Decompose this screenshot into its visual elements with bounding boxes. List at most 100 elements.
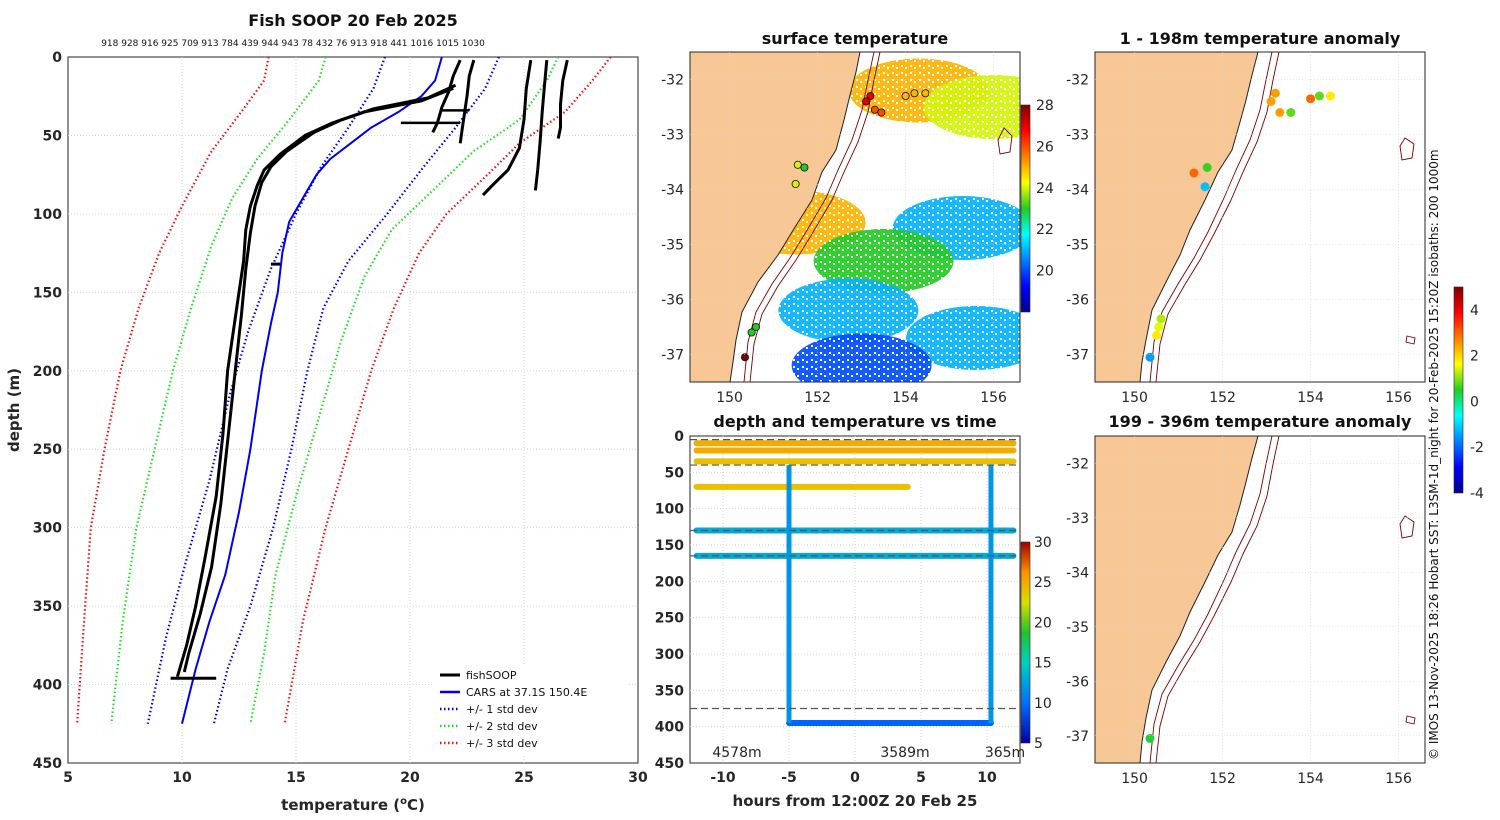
legend-label-cars: CARS at 37.1S 150.4E	[466, 686, 587, 699]
sst-colorbar-tick: 28	[1036, 98, 1054, 114]
profile-xtick: 20	[400, 770, 420, 786]
profile-ytick: 350	[33, 599, 62, 615]
anomaly-colorbar-tick: -4	[1470, 486, 1484, 502]
anomaly-deep-seamount-2	[1405, 715, 1416, 725]
sst-station-marker	[910, 89, 919, 98]
sst-map-title: surface temperature	[762, 29, 949, 48]
anomaly-colorbar-tick: 0	[1470, 394, 1479, 410]
profile-ytick: 400	[33, 678, 62, 694]
map-xtick: 152	[1209, 771, 1236, 787]
profile-ytick: 0	[52, 50, 62, 66]
profile-ylabel: depth (m)	[5, 368, 23, 452]
anomaly-deep-map	[1095, 436, 1425, 763]
time-xtick: -10	[710, 770, 736, 786]
sst-map-field	[690, 52, 1020, 382]
time-title: depth and temperature vs time	[713, 412, 996, 431]
anomaly-shallow-marker	[1189, 168, 1199, 178]
sst-isobath-1000	[749, 52, 881, 382]
profile-xlabel: temperature (oC)	[281, 796, 425, 814]
map-ytick: -32	[661, 73, 684, 89]
sst-station-marker	[752, 322, 761, 331]
sst-colorbar-tick: 22	[1036, 222, 1054, 238]
time-xtick: 5	[916, 770, 926, 786]
profile-series-line	[458, 59, 476, 144]
time-ytick: 450	[655, 756, 684, 772]
time-colorbar-tick: 30	[1034, 535, 1052, 551]
time-ytick: 400	[655, 720, 684, 736]
map-ytick: -34	[1066, 183, 1089, 199]
map-xtick: 152	[804, 390, 831, 406]
anomaly-shallow-marker	[1306, 94, 1316, 104]
map-ytick: -35	[661, 238, 684, 254]
profile-series-line	[110, 57, 327, 724]
time-bottom-label-3: 365m	[985, 745, 1025, 761]
anomaly-deep-ticks: 150 152 154 156 -32 -33 -34 -35 -36 -37	[1066, 436, 1425, 787]
profile-series-line	[283, 57, 612, 724]
profile-xtick: 25	[514, 770, 533, 786]
profile-xtick: 15	[286, 770, 305, 786]
sst-colorbar	[1020, 104, 1031, 313]
map-ytick: -37	[1066, 348, 1089, 364]
profile-grid	[68, 57, 638, 763]
legend-box	[432, 664, 628, 756]
time-grid	[690, 436, 1020, 763]
map-xtick: 156	[1385, 390, 1412, 406]
profile-panel: Fish SOOP 20 Feb 2025 918 928 916 925 70…	[5, 11, 648, 814]
profile-series-line	[431, 59, 462, 133]
anomaly-shallow-marker	[1152, 330, 1162, 340]
anomaly-shallow-seamount-2	[1405, 335, 1416, 345]
profile-axes-box	[67, 56, 639, 764]
profile-series-line	[182, 83, 457, 673]
sst-isobath-200	[743, 52, 875, 382]
anomaly-shallow-marker	[1200, 182, 1210, 192]
profile-ytick: 450	[33, 756, 62, 772]
time-tracks	[690, 439, 1020, 727]
map-ytick: -37	[1066, 729, 1089, 745]
time-xtick: 10	[977, 770, 997, 786]
anomaly-deep-seamount	[1399, 515, 1415, 539]
sst-station-marker	[793, 160, 802, 169]
time-ytick: 100	[655, 502, 684, 518]
map-ytick: -36	[1066, 293, 1089, 309]
time-ytick: 350	[655, 683, 684, 699]
map-xtick: 150	[1121, 771, 1148, 787]
sst-station-marker	[901, 92, 910, 101]
sst-seamount-outline	[997, 127, 1013, 155]
profile-ytick: 300	[33, 521, 62, 537]
anomaly-shallow-marker	[1202, 163, 1212, 172]
time-ytick: 150	[655, 538, 684, 554]
sst-stations	[741, 89, 930, 362]
sst-station-marker	[791, 179, 800, 188]
time-xtick: 0	[850, 770, 860, 786]
anomaly-shallow-title: 1 - 198m temperature anomaly	[1120, 29, 1401, 48]
time-colorbar-ticks: 5 10 15 20 25 30	[1034, 535, 1052, 752]
anomaly-shallow-marker	[1314, 91, 1324, 101]
time-colorbar-tick: 15	[1034, 656, 1052, 672]
time-panel: depth and temperature vs time -10 -5 0 5 100…	[655, 412, 1052, 810]
profile-ytick: 200	[33, 364, 62, 380]
anomaly-shallow-panel: 1 - 198m temperature anomaly 150 152 154 15…	[1066, 29, 1426, 406]
profile-ytick: 100	[33, 207, 62, 223]
map-xtick: 152	[1209, 390, 1236, 406]
sst-station-marker	[862, 97, 871, 106]
time-xlabel: hours from 12:00Z 20 Feb 25	[733, 792, 978, 810]
anomaly-shallow-marker	[1286, 108, 1296, 117]
profile-series-line	[146, 57, 386, 725]
anomaly-shallow-seamount	[1399, 137, 1415, 161]
profile-series-line	[481, 59, 533, 197]
side-note: © IMOS 13-Nov-2025 18:26 Hobart SST: L3S…	[1427, 149, 1441, 760]
anomaly-colorbar-tick: -2	[1470, 440, 1484, 456]
anomaly-deep-marker	[1145, 733, 1155, 743]
map-ytick: -35	[1066, 238, 1089, 254]
legend-label-2std: +/- 2 std dev	[466, 720, 538, 733]
sst-colorbar-ticks: 20 22 24 26 28	[1036, 98, 1054, 280]
anomaly-shallow-points	[1145, 88, 1335, 362]
map-ytick: -37	[661, 348, 684, 364]
map-xtick: 156	[980, 390, 1007, 406]
sst-map-panel: surface temperature 150 152 154 156 -32 -33 -3…	[661, 29, 1054, 406]
time-ytick: 200	[655, 574, 684, 590]
sst-station-marker	[877, 108, 886, 117]
map-xtick: 150	[716, 390, 743, 406]
anomaly-colorbar-tick: 4	[1470, 303, 1479, 319]
